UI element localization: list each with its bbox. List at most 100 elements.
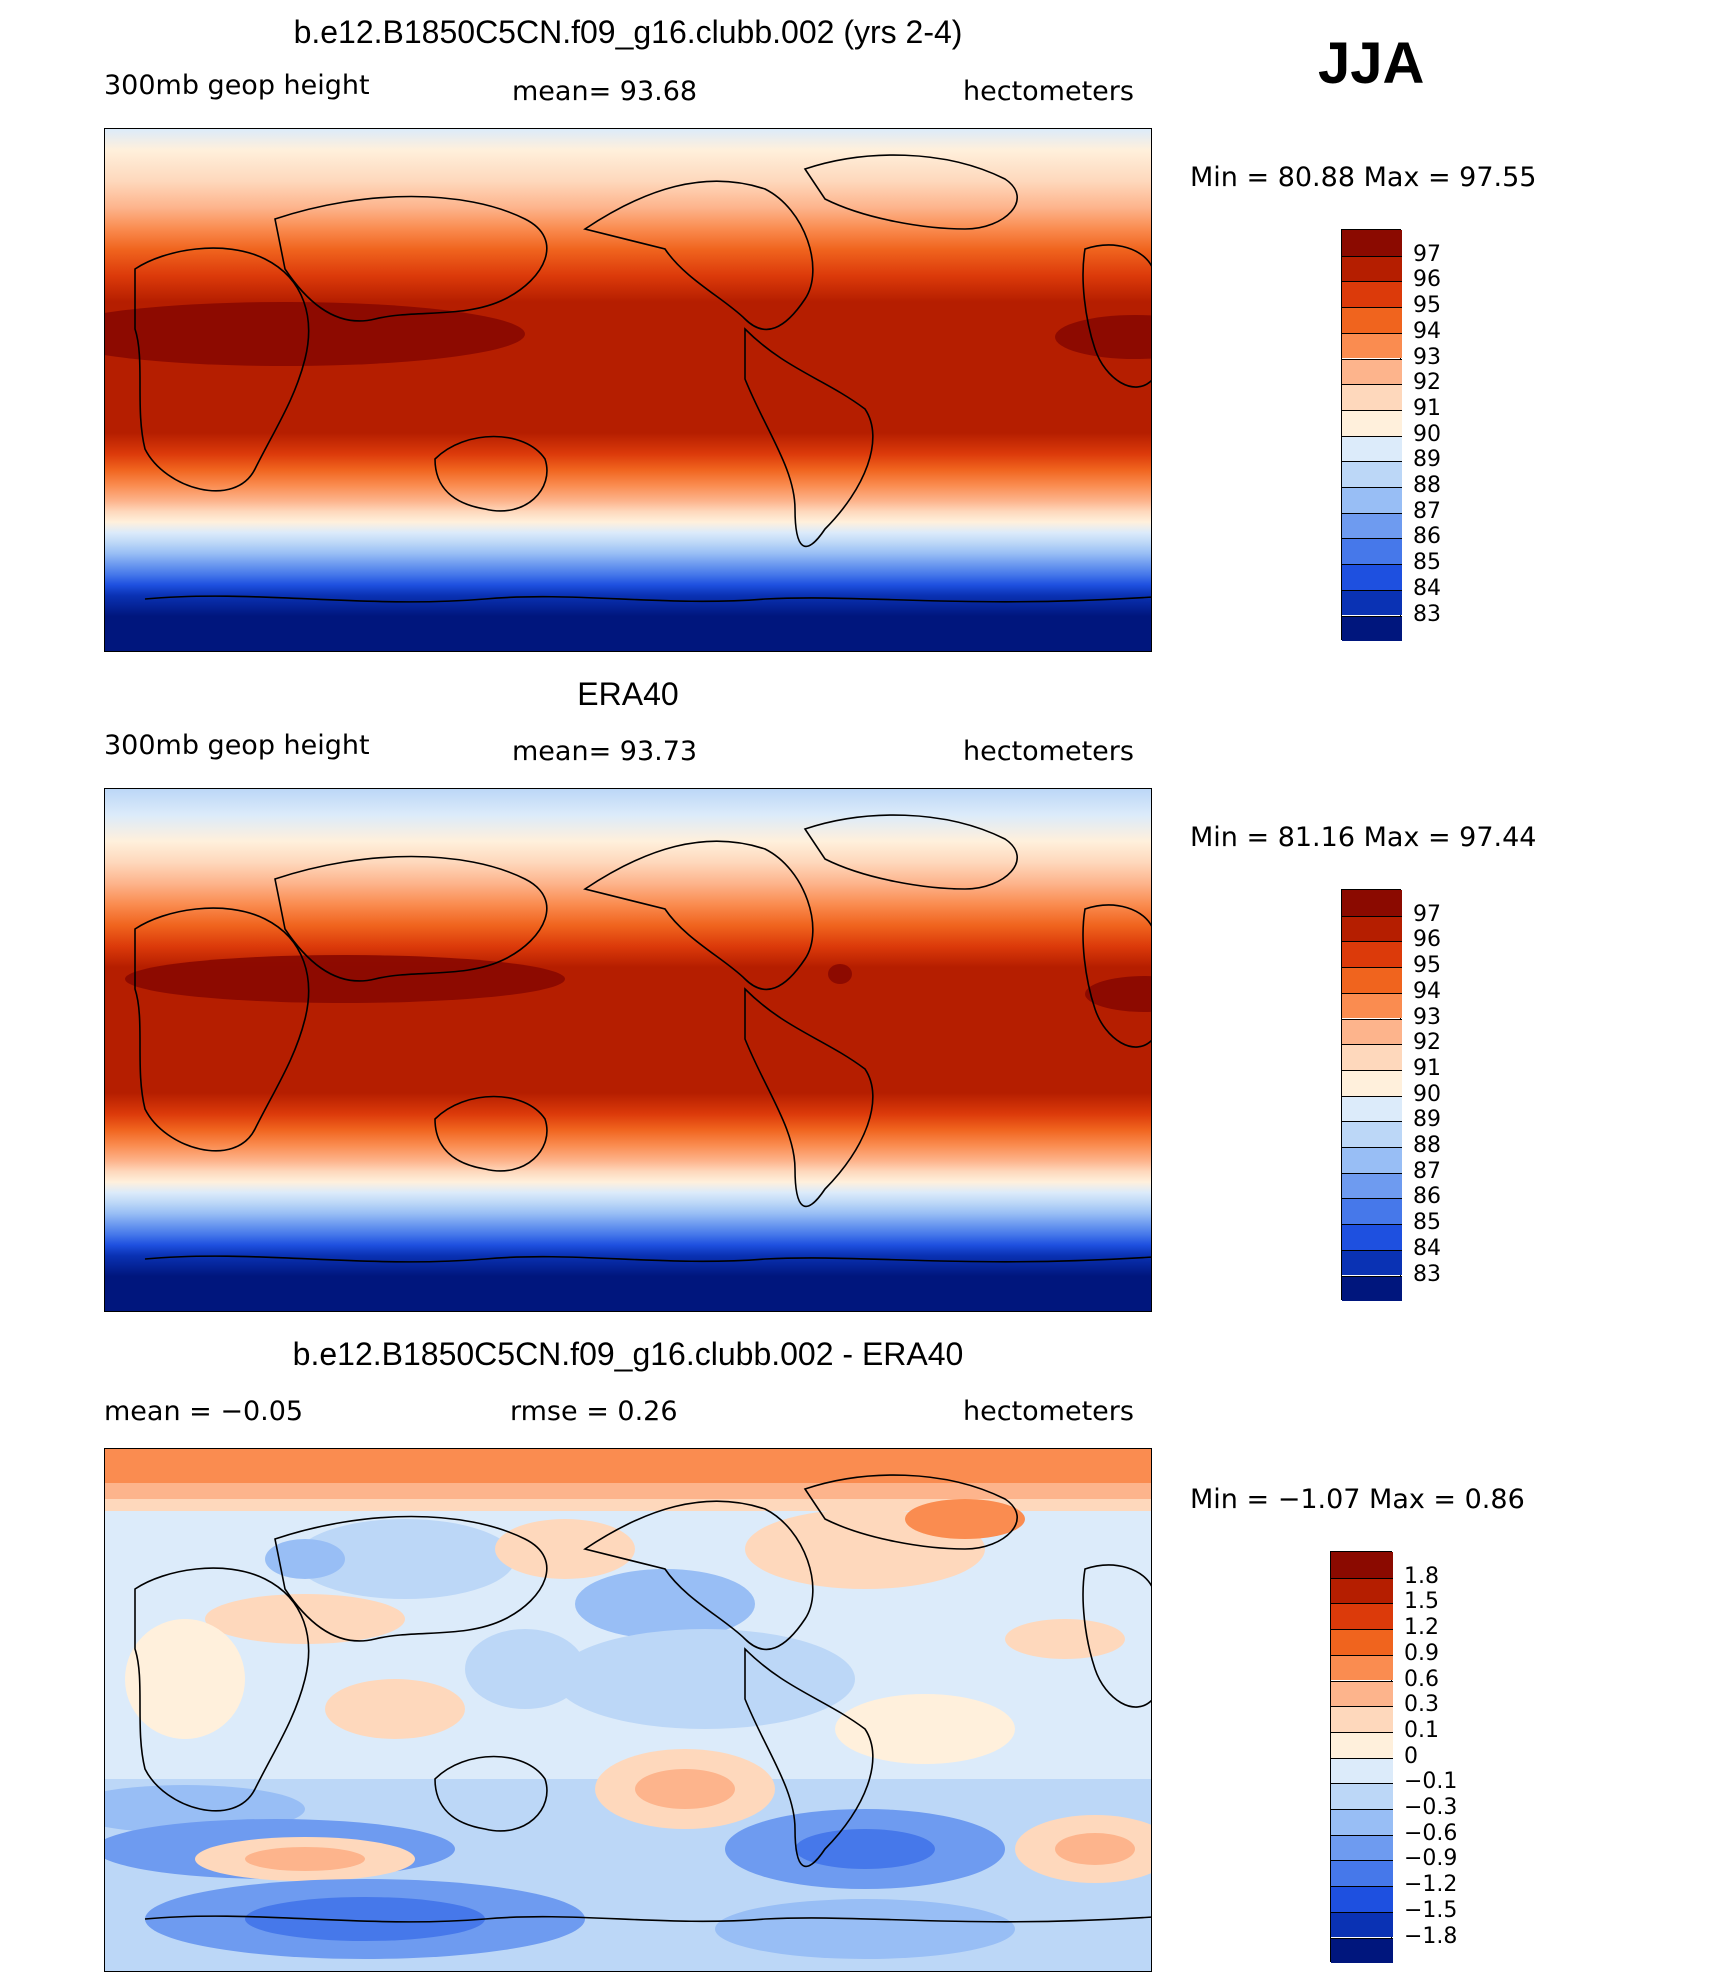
colorbar-swatch [1342,281,1402,308]
colorbar-swatch [1342,992,1402,1019]
colorbar-swatch [1342,1147,1402,1173]
colorbar-label: 97 [1413,241,1441,267]
panel-2-contour-field [105,789,1151,1311]
colorbar-label: 83 [1413,1261,1441,1287]
panel-2-title: ERA40 [577,676,679,712]
colorbar-swatch [1331,1911,1393,1938]
colorbar-label: 87 [1413,498,1441,524]
colorbar-label: 89 [1413,447,1441,473]
colorbar-label: 0.9 [1404,1640,1439,1666]
colorbar-swatch [1342,1069,1402,1096]
panel-1-minmax: Min = 80.88 Max = 97.55 [1190,162,1537,193]
colorbar-swatch [1331,1886,1393,1912]
panel-3-units: hectometers [963,1396,1134,1427]
colorbar-label: 90 [1413,1081,1441,1107]
colorbar-frame [1330,1551,1393,1964]
panel-2-mean: mean= 93.73 [512,736,698,767]
colorbar-label: 86 [1413,524,1441,550]
colorbar-label: 89 [1413,1107,1441,1133]
panel-2-variable: 300mb geop height [104,730,370,761]
colorbar-swatch [1342,1249,1402,1276]
colorbar-swatch [1331,1809,1393,1835]
colorbar-label: 88 [1413,473,1441,498]
colorbar-label: −0.3 [1404,1795,1458,1820]
panel-2-units: hectometers [963,736,1134,767]
colorbar-label: 93 [1413,1004,1441,1030]
colorbar-swatch [1331,1937,1393,1964]
colorbar-label: 1.5 [1404,1589,1439,1615]
panel-1-mean: mean= 93.68 [512,76,698,107]
colorbar-swatch [1342,967,1402,993]
colorbar-label: 95 [1413,293,1441,319]
panel-3-mean: mean = −0.05 [104,1396,304,1427]
colorbar-label: 0 [1404,1743,1418,1769]
colorbar-label: 92 [1413,370,1441,396]
colorbar-label: 86 [1413,1184,1441,1210]
colorbar-swatch [1342,1044,1402,1070]
panel-2-minmax: Min = 81.16 Max = 97.44 [1190,822,1537,853]
colorbar-swatch [1331,1629,1393,1655]
colorbar-label: 85 [1413,550,1441,576]
colorbar-swatch [1342,409,1402,436]
colorbar-swatch [1331,1834,1393,1861]
colorbar-label: 87 [1413,1158,1441,1184]
colorbar-swatch [1342,435,1402,462]
colorbar-label: 90 [1413,421,1441,447]
panel-1-units: hectometers [963,76,1134,107]
colorbar-label: −1.8 [1404,1923,1458,1949]
colorbar-swatch [1342,1095,1402,1122]
colorbar-swatch [1342,487,1402,513]
colorbar-swatch [1342,1018,1402,1045]
colorbar-label: 0.6 [1404,1666,1439,1692]
colorbar-swatch [1342,255,1402,282]
colorbar-swatch [1342,1275,1402,1302]
colorbar-label: −0.6 [1404,1820,1458,1846]
colorbar-label: −1.2 [1404,1872,1458,1898]
colorbar-swatch [1331,1706,1393,1732]
colorbar-label: 88 [1413,1133,1441,1158]
colorbar-swatch [1342,1172,1402,1199]
colorbar-label: −1.5 [1404,1897,1458,1923]
colorbar-swatch [1342,512,1402,539]
colorbar-label: 97 [1413,901,1441,927]
panel-3-minmax: Min = −1.07 Max = 0.86 [1190,1484,1525,1515]
colorbar-swatch [1342,358,1402,385]
colorbar-swatch [1342,538,1402,565]
colorbar-label: 96 [1413,267,1441,293]
colorbar-swatch [1342,384,1402,410]
colorbar-swatch [1331,1680,1393,1707]
colorbar-label: 96 [1413,927,1441,953]
colorbar-label: 94 [1413,318,1441,344]
colorbar-label: 91 [1413,1055,1441,1081]
colorbar-label: 0.1 [1404,1717,1439,1743]
colorbar-swatch [1331,1603,1393,1630]
colorbar-label: 93 [1413,344,1441,370]
colorbar-label: 92 [1413,1030,1441,1056]
panel-2-map [104,788,1152,1312]
colorbar-swatch [1331,1860,1393,1887]
colorbar-label: 84 [1413,575,1441,601]
colorbar-label: 84 [1413,1235,1441,1261]
panel-1-contour-field [105,129,1151,651]
panel-3-contour-field [105,1449,1151,1971]
colorbar-label: 0.3 [1404,1692,1439,1718]
colorbar-label: −0.9 [1404,1846,1458,1872]
colorbar-frame [1341,889,1402,1302]
colorbar-swatch [1342,1198,1402,1225]
colorbar-swatch [1331,1654,1393,1681]
panel-1-title: b.e12.B1850C5CN.f09_g16.clubb.002 (yrs 2… [293,14,963,50]
colorbar-swatch [1331,1783,1393,1809]
colorbar-swatch [1342,890,1402,916]
colorbar-swatch [1342,941,1402,968]
panel-1-variable: 300mb geop height [104,70,370,101]
colorbar-label: 91 [1413,395,1441,421]
colorbar-swatch [1331,1757,1393,1784]
colorbar-swatch [1342,615,1402,642]
colorbar-swatch [1331,1552,1393,1578]
colorbar-swatch [1342,915,1402,942]
colorbar-swatch [1342,564,1402,590]
colorbar-swatch [1342,589,1402,616]
colorbar-label: 83 [1413,601,1441,627]
colorbar-label: 85 [1413,1210,1441,1236]
colorbar-label: 1.8 [1404,1563,1439,1589]
